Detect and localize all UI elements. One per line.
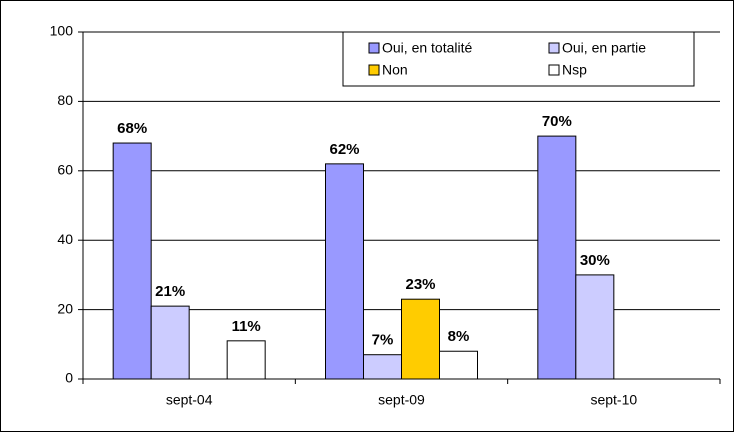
bar: [150, 305, 190, 380]
y-tick-label: 40: [57, 231, 73, 247]
bar: [439, 350, 478, 380]
bar: [537, 135, 577, 380]
data-label: 23%: [405, 276, 435, 293]
data-label: 68%: [117, 120, 147, 137]
legend-swatch: [548, 42, 560, 54]
bar: [363, 354, 402, 380]
legend-label: Oui, en partie: [562, 40, 646, 56]
y-tick-label: 0: [65, 370, 73, 386]
x-tick-label: sept-10: [590, 392, 637, 408]
data-label: 70%: [542, 113, 572, 130]
data-label: 62%: [329, 141, 359, 158]
data-label: 30%: [580, 252, 610, 269]
bar: [401, 298, 440, 380]
legend-label: Non: [382, 62, 408, 78]
bar: [575, 274, 615, 380]
x-tick-label: sept-04: [166, 392, 213, 408]
data-label: 11%: [232, 318, 261, 335]
legend-swatch: [368, 64, 380, 76]
legend-label: Nsp: [562, 62, 587, 78]
data-label: 8%: [448, 328, 470, 345]
y-tick-label: 100: [50, 23, 74, 39]
x-tick-label: sept-09: [378, 392, 425, 408]
y-tick-label: 80: [57, 92, 73, 108]
data-label: 7%: [372, 332, 394, 349]
legend-swatch: [368, 42, 380, 54]
legend-label: Oui, en totalité: [382, 40, 472, 56]
legend-swatch: [548, 64, 560, 76]
bar: [112, 142, 152, 380]
data-label: 21%: [155, 283, 185, 300]
y-tick-label: 60: [57, 162, 73, 178]
bar: [325, 163, 364, 380]
legend-box: [342, 31, 695, 87]
bar: [226, 340, 266, 380]
y-tick-label: 20: [57, 300, 73, 316]
